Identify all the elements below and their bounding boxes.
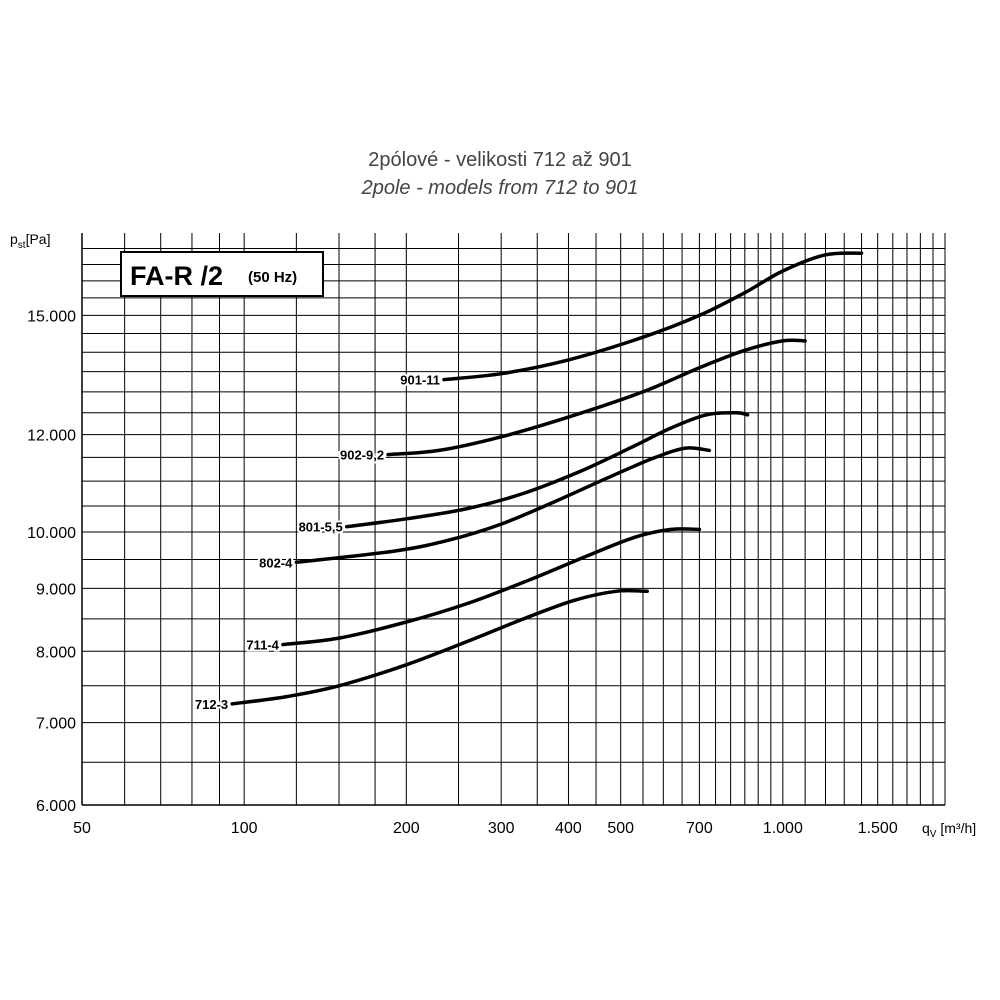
chart-subtitle: 2pole - models from 712 to 901 xyxy=(361,177,639,199)
x-tick-label: 500 xyxy=(607,820,634,837)
axes: 50 100 200 300 400 500 700 1.000 1.500 6.000 7.000… xyxy=(27,233,945,837)
model-legend-box: FA-R /2 (50 Hz) xyxy=(120,251,324,297)
y-axis-label: pst[Pa] xyxy=(10,231,50,251)
x-tick-label: 200 xyxy=(393,820,420,837)
x-axis-unit: [m³/h] xyxy=(936,820,976,836)
series-label: 711-4 xyxy=(246,638,279,653)
x-axis-subscript: V xyxy=(930,829,937,840)
y-axis-unit: [Pa] xyxy=(26,231,51,247)
y-tick-label: 10.000 xyxy=(27,525,76,542)
x-tick-label: 700 xyxy=(686,820,713,837)
x-axis-label: qV [m³/h] xyxy=(922,820,976,840)
series-label: 901-11 xyxy=(400,373,440,388)
x-tick-label: 400 xyxy=(555,820,582,837)
legend-box-main: FA-R /2 xyxy=(130,261,223,291)
y-tick-label: 9.000 xyxy=(36,581,76,598)
chart-title: 2pólové - velikosti 712 až 901 xyxy=(368,149,632,171)
y-axis-subscript: st xyxy=(18,240,26,251)
series-line-712-3 xyxy=(230,588,649,706)
y-tick-label: 8.000 xyxy=(36,644,76,661)
series-line-902-9,2 xyxy=(386,338,807,457)
series-line-711-4 xyxy=(281,527,702,647)
series-line-901-11 xyxy=(442,251,864,382)
x-tick-label: 50 xyxy=(73,820,91,837)
series-label: 712-3 xyxy=(195,697,228,712)
x-axis-symbol: q xyxy=(922,820,930,836)
x-tick-label: 300 xyxy=(488,820,515,837)
grid xyxy=(81,233,946,806)
x-tick-label: 1.500 xyxy=(858,820,898,837)
y-axis-symbol: p xyxy=(10,231,18,247)
series-label: 801-5,5 xyxy=(299,520,343,535)
y-tick-label: 15.000 xyxy=(27,308,76,325)
legend-box-note: (50 Hz) xyxy=(248,269,297,286)
y-tick-label: 6.000 xyxy=(36,798,76,815)
x-tick-label: 1.000 xyxy=(763,820,803,837)
series-line-801-5,5 xyxy=(344,411,750,529)
series-line-802-4 xyxy=(294,446,711,565)
series-labels: 901-11 902-9,2 801-5,5 802-4 711-4 712-3 xyxy=(193,371,442,714)
x-tick-label: 100 xyxy=(231,820,258,837)
series-label: 802-4 xyxy=(259,555,293,570)
series-group xyxy=(230,251,864,706)
y-tick-label: 12.000 xyxy=(27,428,76,445)
y-tick-label: 7.000 xyxy=(36,716,76,733)
series-label: 902-9,2 xyxy=(340,448,384,463)
